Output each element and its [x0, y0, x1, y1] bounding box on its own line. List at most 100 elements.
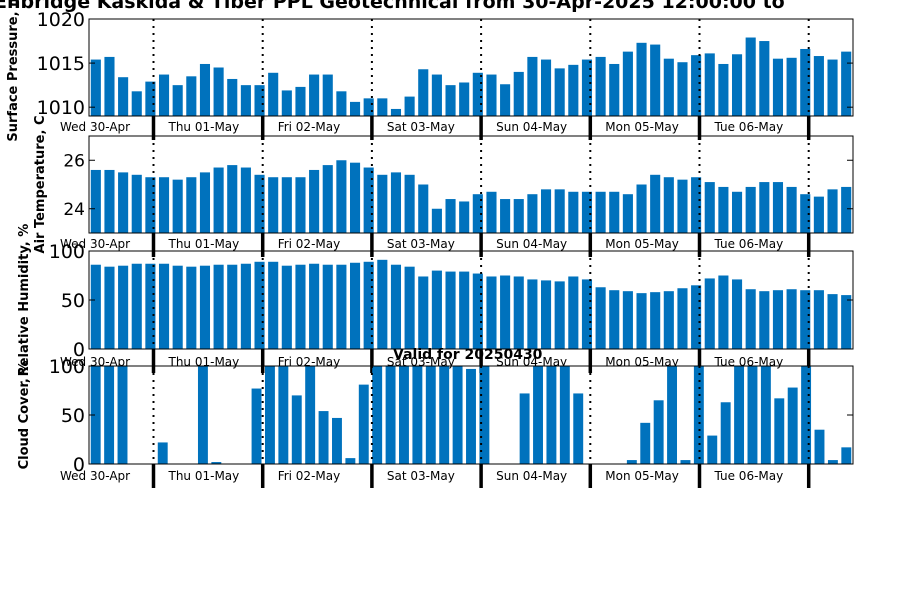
- day-label-p2-4: Sun 04-May: [496, 237, 567, 251]
- bar-p1-6: [172, 85, 183, 116]
- bar-p3-26: [445, 271, 456, 349]
- bar-p4-34: [546, 366, 557, 464]
- bar-p1-3: [131, 91, 142, 116]
- bar-p2-53: [813, 196, 824, 234]
- bar-p2-30: [500, 199, 511, 233]
- bar-p3-27: [459, 271, 470, 349]
- bar-p4-9: [211, 462, 222, 464]
- day-label-p1-0: Wed 30-Apr: [60, 120, 130, 134]
- day-label-p4-5: Mon 05-May: [605, 469, 679, 483]
- bar-p4-12: [251, 388, 262, 464]
- bar-p1-12: [254, 85, 265, 116]
- bar-p4-51: [774, 398, 785, 464]
- bar-p3-20: [363, 261, 374, 349]
- ytick-label-p1-0: 1010: [37, 97, 85, 119]
- bar-p2-47: [731, 191, 743, 233]
- bar-p3-10: [227, 264, 238, 349]
- bar-p1-20: [363, 98, 374, 116]
- bar-p3-9: [213, 264, 224, 349]
- bar-p1-14: [281, 90, 292, 116]
- bar-p2-13: [268, 177, 279, 233]
- bar-p2-25: [431, 208, 442, 233]
- bar-p2-34: [554, 189, 565, 233]
- bar-p2-3: [131, 174, 142, 233]
- bar-p3-32: [527, 279, 538, 349]
- bar-p2-15: [295, 177, 306, 233]
- axes-box-p1: [88, 18, 854, 117]
- bar-p4-13: [264, 366, 275, 464]
- bar-p4-29: [479, 366, 490, 464]
- ytick-label-p4-1: 50: [61, 405, 85, 427]
- bar-p3-17: [322, 264, 333, 349]
- bar-p3-0: [90, 264, 101, 349]
- bar-p3-34: [554, 281, 565, 349]
- bar-p1-7: [186, 76, 197, 116]
- bar-p1-37: [595, 56, 606, 116]
- day-label-p2-5: Mon 05-May: [605, 237, 679, 251]
- bar-p1-51: [786, 57, 797, 116]
- bar-p1-24: [418, 69, 429, 116]
- bar-p2-46: [718, 186, 729, 233]
- ytick-label-p4-0: 0: [73, 454, 85, 476]
- bar-p3-51: [786, 289, 797, 349]
- bar-p1-52: [800, 48, 811, 117]
- bar-p2-37: [595, 191, 606, 233]
- bar-p1-42: [663, 58, 674, 116]
- bar-p3-38: [609, 290, 620, 349]
- day-label-p4-4: Sun 04-May: [496, 469, 567, 483]
- ylabel-p4: Cloud Cover, %: [17, 361, 32, 470]
- bar-p4-22: [385, 366, 396, 464]
- bar-p4-16: [305, 366, 316, 464]
- bar-p2-48: [745, 186, 756, 233]
- day-label-p1-3: Sat 03-May: [387, 120, 455, 134]
- bar-p4-40: [626, 460, 637, 464]
- bar-p3-25: [431, 270, 442, 349]
- bar-p1-39: [622, 51, 633, 116]
- axes-box-p2: [88, 135, 854, 234]
- bar-p2-6: [172, 179, 183, 233]
- bar-p3-48: [745, 289, 756, 349]
- bar-p4-43: [667, 366, 678, 464]
- bar-p4-19: [345, 458, 356, 464]
- bar-p3-44: [691, 285, 702, 349]
- bar-p4-20: [358, 384, 369, 464]
- bar-p3-22: [390, 264, 402, 349]
- bar-p4-27: [452, 366, 463, 464]
- bar-p3-49: [759, 291, 770, 349]
- ylabel-p1: Surface Pressure, m: [6, 0, 21, 142]
- bar-p2-11: [240, 167, 251, 233]
- bar-p2-0: [90, 169, 101, 233]
- bar-p1-29: [486, 74, 497, 116]
- bar-p3-43: [677, 288, 688, 349]
- bar-p2-20: [363, 167, 374, 233]
- bar-p2-43: [677, 179, 688, 233]
- bar-p1-49: [759, 41, 770, 116]
- bar-p1-16: [309, 74, 320, 116]
- bar-p3-36: [581, 279, 593, 349]
- bar-p2-10: [227, 165, 238, 233]
- bar-p3-23: [404, 266, 415, 349]
- bar-p2-17: [322, 165, 333, 233]
- bar-p4-25: [425, 366, 436, 464]
- bar-p4-56: [841, 447, 852, 464]
- bar-p1-13: [268, 72, 279, 116]
- bar-p2-49: [759, 182, 770, 233]
- bar-p1-9: [213, 67, 224, 116]
- bar-p3-12: [254, 261, 265, 349]
- day-label-p4-1: Thu 01-May: [168, 469, 240, 483]
- bar-p3-4: [145, 263, 156, 349]
- bar-p2-16: [309, 169, 320, 233]
- bar-p3-18: [336, 264, 347, 349]
- bar-p3-41: [650, 292, 661, 349]
- bar-p2-44: [691, 177, 702, 233]
- bar-p2-14: [281, 177, 292, 233]
- bar-p2-26: [445, 199, 456, 233]
- bar-p3-13: [268, 261, 279, 349]
- bar-p4-26: [439, 366, 450, 464]
- ytick-label-p1-2: 1020: [37, 9, 85, 31]
- bar-p1-43: [677, 62, 688, 116]
- bar-p4-23: [399, 366, 409, 464]
- bar-p1-19: [349, 101, 361, 116]
- bar-p3-21: [377, 259, 388, 349]
- ytick-label-p1-1: 1015: [37, 53, 85, 75]
